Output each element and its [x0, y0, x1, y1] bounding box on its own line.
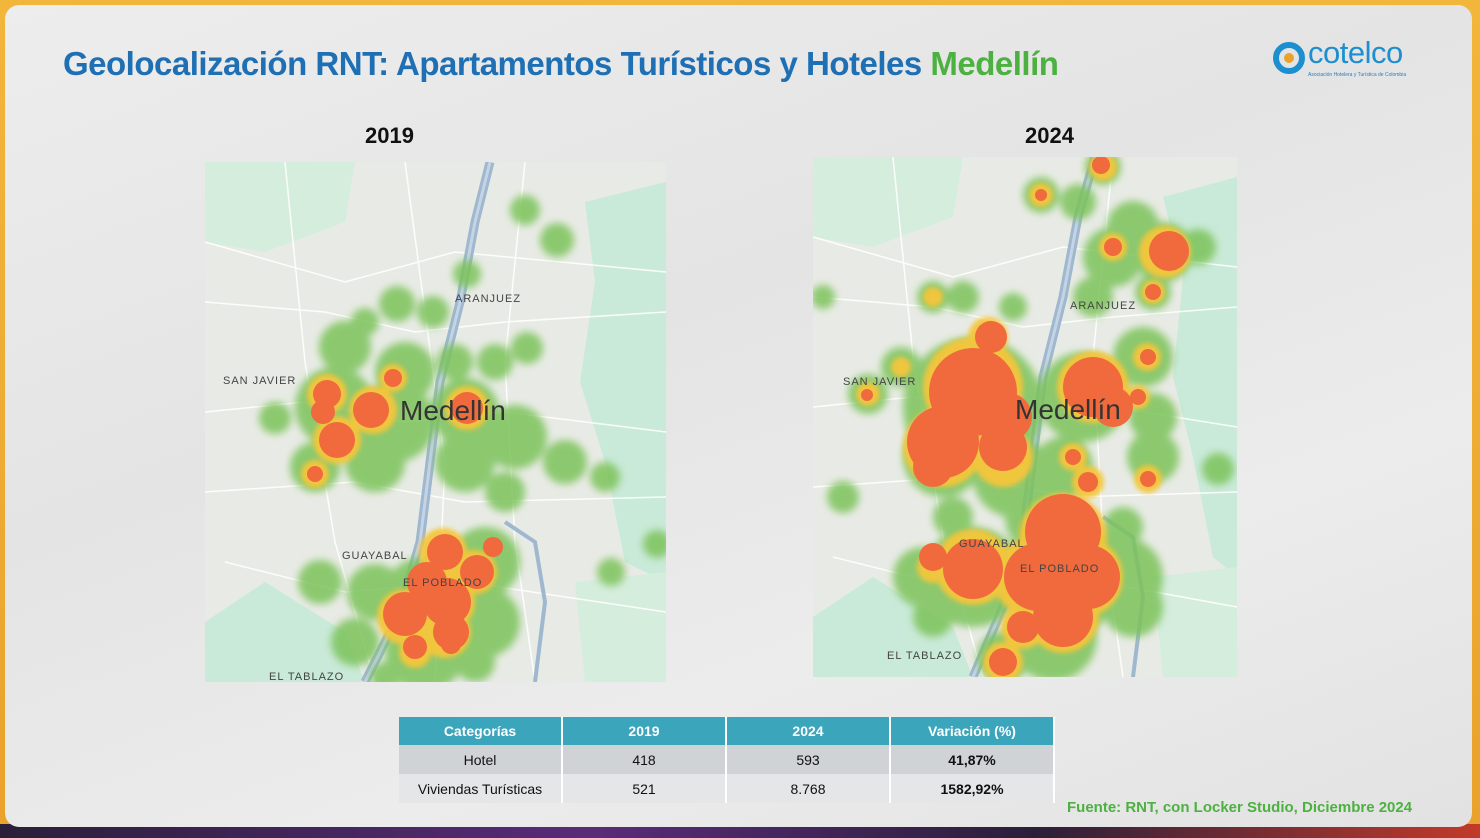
map-2019-label-aranjuez: ARANJUEZ — [455, 293, 521, 305]
map-2024-city-label: Medellín — [1015, 394, 1121, 425]
column-header-categorias: Categorías — [399, 717, 563, 745]
table-cell: 593 — [726, 745, 891, 774]
heatmap-2019: ARANJUEZ SAN JAVIER GUAYABAL EL POBLADO … — [205, 162, 666, 682]
map-2024-label-el-poblado: EL POBLADO — [1020, 563, 1099, 575]
table-cell: 41,87% — [890, 745, 1055, 774]
map-2019-label-el-poblado: EL POBLADO — [403, 577, 482, 589]
heatmap-2024-svg: ARANJUEZ SAN JAVIER GUAYABAL EL POBLADO … — [813, 157, 1237, 677]
map-2024-label-aranjuez: ARANJUEZ — [1070, 300, 1136, 312]
title-part-2: RNT: Apartamentos Turísticos y Hoteles — [315, 45, 922, 82]
title-part-3: Medellín — [930, 45, 1059, 82]
logo-name: cotelco — [1308, 35, 1403, 70]
map-2024-label-guayabal: GUAYABAL — [959, 538, 1025, 550]
map-2019-label-guayabal: GUAYABAL — [342, 550, 408, 562]
slide: Geolocalización RNT: Apartamentos Turíst… — [5, 5, 1472, 827]
table-cell: Viviendas Turísticas — [399, 774, 563, 803]
map-2024-label-el-tablazo: EL TABLAZO — [887, 650, 962, 662]
logo-tagline: Asociación Hotelera y Turística de Colom… — [1308, 72, 1407, 78]
map-2019-label-san-javier: SAN JAVIER — [223, 375, 296, 387]
table-cell: 418 — [562, 745, 727, 774]
map-year-2019: 2019 — [365, 123, 414, 148]
logo-ring-icon — [1273, 42, 1305, 74]
source-note: Fuente: RNT, con Locker Studio, Diciembr… — [1067, 799, 1413, 816]
comparison-table: Categorías 2019 2024 Variación (%) Hotel… — [399, 717, 1055, 803]
heatmap-2024: ARANJUEZ SAN JAVIER GUAYABAL EL POBLADO … — [813, 157, 1237, 677]
map-2019-city-label: Medellín — [400, 395, 506, 426]
map-year-2024: 2024 — [1025, 123, 1074, 148]
table-row: Hotel 418 593 41,87% — [399, 745, 1055, 774]
title-part-1: Geolocalización — [63, 45, 307, 82]
table-cell: 8.768 — [726, 774, 891, 803]
column-header-2019: 2019 — [562, 717, 727, 745]
heatmap-2019-svg: ARANJUEZ SAN JAVIER GUAYABAL EL POBLADO … — [205, 162, 666, 682]
cotelco-logo: cotelco Asociación Hotelera y Turística … — [1270, 35, 1440, 85]
map-2024-label-san-javier: SAN JAVIER — [843, 376, 916, 388]
column-header-variacion: Variación (%) — [890, 717, 1055, 745]
table-row: Viviendas Turísticas 521 8.768 1582,92% — [399, 774, 1055, 803]
table-cell: Hotel — [399, 745, 563, 774]
table-cell: 1582,92% — [890, 774, 1055, 803]
bottom-color-strip — [0, 824, 1480, 838]
map-2019-label-el-tablazo: EL TABLAZO — [269, 671, 344, 682]
table-cell: 521 — [562, 774, 727, 803]
table-header-row: Categorías 2019 2024 Variación (%) — [399, 717, 1055, 745]
column-header-2024: 2024 — [726, 717, 891, 745]
page-title: Geolocalización RNT: Apartamentos Turíst… — [63, 45, 1059, 83]
